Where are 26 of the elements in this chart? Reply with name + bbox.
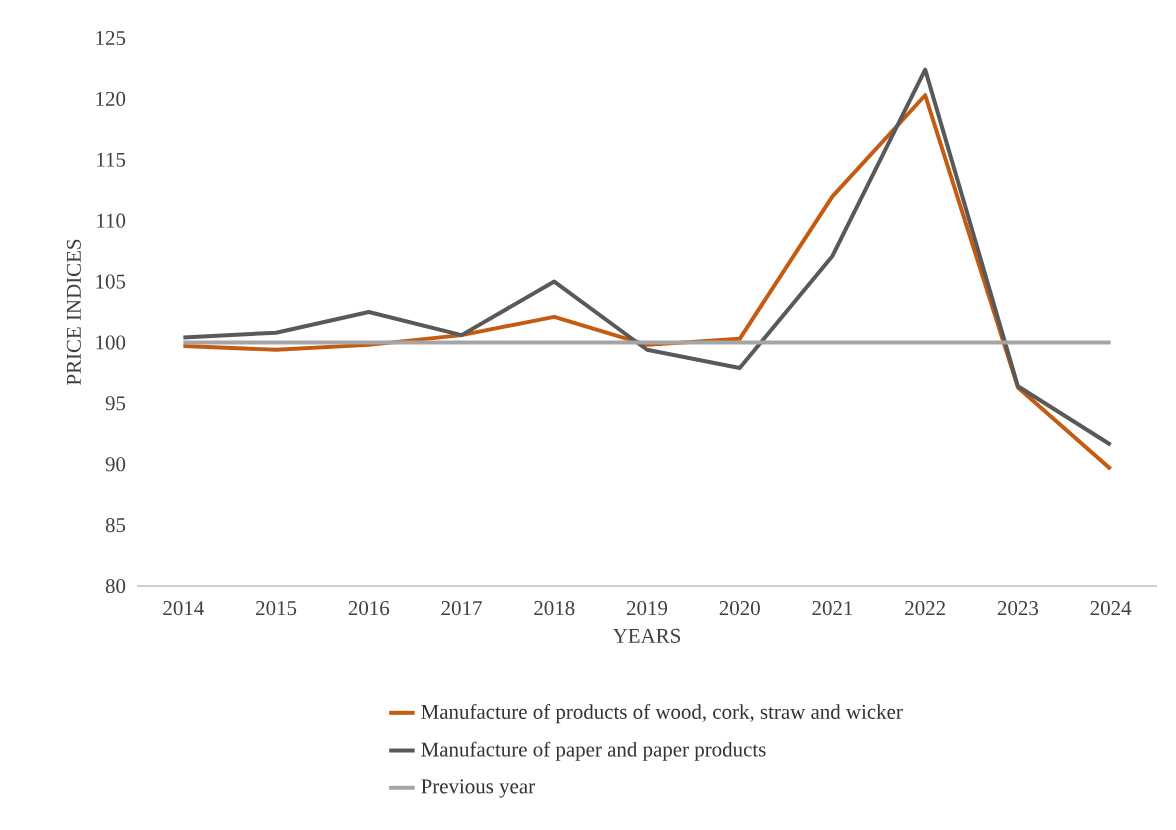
y-tick-label: 100 [96, 335, 126, 350]
x-tick-label: 2018 [534, 601, 575, 616]
legend-label: Manufacture of products of wood, cork, straw and wicker [421, 703, 903, 724]
legend-label: Manufacture of paper and paper products [421, 741, 766, 761]
y-tick-label: 115 [97, 152, 126, 167]
y-tick-label: 110 [97, 213, 126, 228]
x-tick-label: 2016 [348, 601, 390, 616]
y-axis-title: PRICE INDICES [66, 239, 81, 385]
x-tick-label: 2015 [256, 601, 297, 616]
legend-label: Previous year [421, 779, 535, 798]
x-tick-label: 2020 [719, 601, 760, 616]
x-tick-label: 2021 [812, 601, 853, 616]
x-axis-title: YEARS [612, 628, 680, 643]
y-tick-label: 95 [105, 396, 126, 411]
x-tick-label: 2024 [1090, 601, 1132, 616]
y-tick-label: 125 [96, 30, 126, 46]
x-tick-label: 2019 [626, 601, 668, 616]
y-tick-label: 90 [105, 457, 126, 472]
y-tick-label: 80 [105, 578, 126, 594]
y-tick-label: 105 [96, 274, 126, 289]
x-tick-label: 2022 [905, 601, 945, 616]
x-tick-label: 2023 [997, 601, 1039, 616]
y-tick-label: 120 [96, 91, 126, 106]
y-tick-label: 85 [105, 518, 126, 533]
x-tick-label: 2017 [441, 601, 482, 616]
x-tick-label: 2014 [163, 601, 204, 616]
